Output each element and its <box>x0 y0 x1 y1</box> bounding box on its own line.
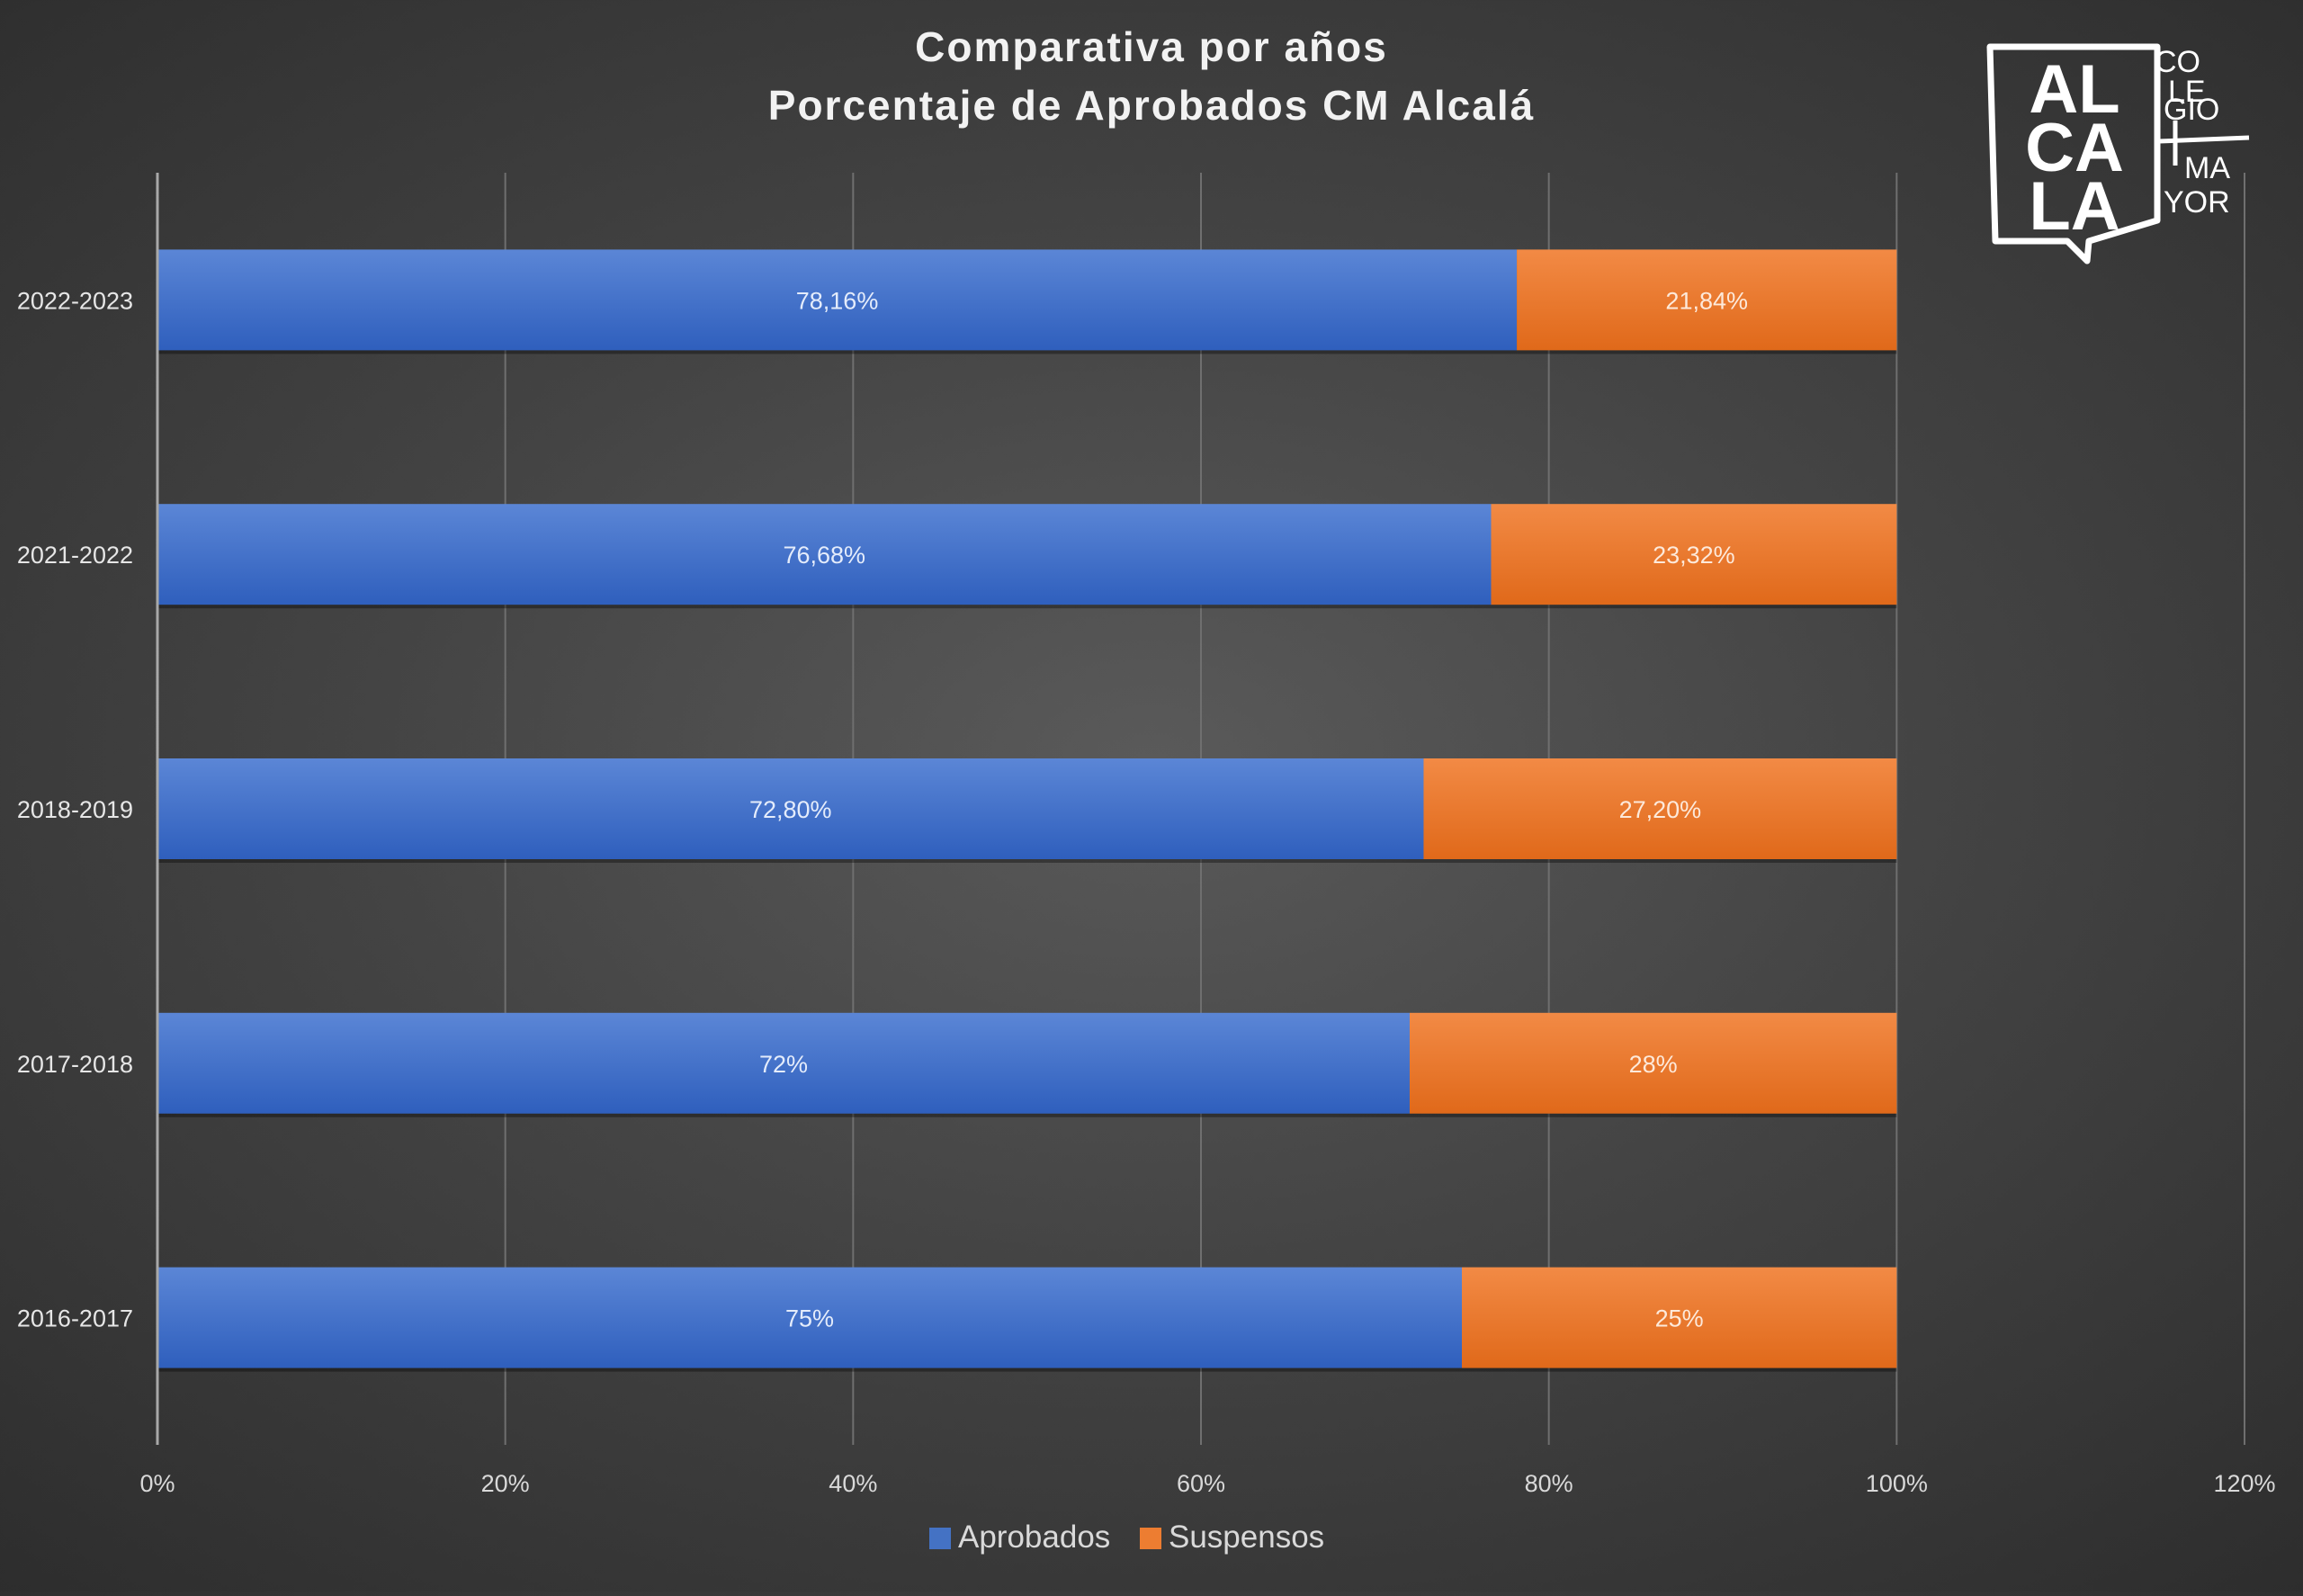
chart-title: Comparativa por años <box>915 23 1388 70</box>
data-label-aprobados: 72,80% <box>749 796 832 823</box>
x-tick-label: 120% <box>2213 1470 2275 1497</box>
y-category-label: 2022-2023 <box>17 287 133 314</box>
bar-suspensos-2018-2019 <box>1423 758 1897 859</box>
legend-label-suspensos: Suspensos <box>1169 1520 1324 1555</box>
data-label-aprobados: 72% <box>759 1051 808 1078</box>
data-label-suspensos: 25% <box>1655 1305 1704 1332</box>
data-label-aprobados: 75% <box>785 1305 834 1332</box>
logo-cross-horizontal <box>2158 135 2250 144</box>
x-tick-label: 100% <box>1866 1470 1928 1497</box>
x-tick-label: 60% <box>1177 1470 1225 1497</box>
colegio-mayor-alcala-logo: AL CA LA CO LE GIO MA YOR <box>1986 43 2250 265</box>
data-label-suspensos: 28% <box>1629 1051 1678 1078</box>
bar-aprobados-2018-2019 <box>157 758 1424 859</box>
x-tick-label: 40% <box>829 1470 877 1497</box>
legend-swatch-aprobados <box>929 1528 951 1549</box>
y-category-label: 2021-2022 <box>17 542 133 569</box>
y-category-label: 2018-2019 <box>17 796 133 823</box>
logo-letters-ca: CA <box>2025 110 2124 186</box>
data-label-suspensos: 21,84% <box>1665 287 1748 314</box>
logo-text-yor: YOR <box>2164 185 2230 220</box>
data-label-aprobados: 78,16% <box>796 287 879 314</box>
data-label-aprobados: 76,68% <box>783 542 865 569</box>
bars: 78,16% 21,84% 76,68% 23,32% 72,80% 27,20% 72% 2… <box>157 249 1897 1372</box>
bar-shadow <box>157 350 1518 354</box>
logo-letters-al: AL <box>2029 51 2119 128</box>
legend-swatch-suspensos <box>1140 1528 1161 1549</box>
logo-text-le: LE <box>2168 75 2206 109</box>
bar-shadow <box>157 1367 1462 1372</box>
logo-text-ma: MA <box>2184 151 2230 185</box>
logo-text-co: CO <box>2155 45 2200 79</box>
bar-suspensos-2022-2023 <box>1517 249 1897 351</box>
bar-shadow <box>1462 1367 1897 1372</box>
bar-suspensos-2016-2017 <box>1462 1267 1897 1368</box>
bar-aprobados-2022-2023 <box>157 249 1518 351</box>
bar-shadow <box>157 859 1424 863</box>
bar-suspensos-2021-2022 <box>1491 504 1897 605</box>
bar-shadow <box>157 605 1492 609</box>
bar-shadow <box>1491 605 1897 609</box>
legend-label-aprobados: Aprobados <box>958 1520 1110 1555</box>
bar-shadow <box>1410 1113 1897 1117</box>
bar-shadow <box>157 1113 1410 1117</box>
data-label-suspensos: 23,32% <box>1653 542 1735 569</box>
bar-aprobados-2016-2017 <box>157 1267 1462 1368</box>
x-tick-label: 20% <box>481 1470 530 1497</box>
x-tick-label: 0% <box>139 1470 175 1497</box>
bar-suspensos-2017-2018 <box>1410 1012 1897 1114</box>
logo-letters-la: LA <box>2029 168 2119 245</box>
logo-text-gio: GIO <box>2164 93 2219 127</box>
bar-shadow <box>1423 859 1897 863</box>
bar-aprobados-2021-2022 <box>157 504 1492 605</box>
chart-subtitle: Porcentaje de Aprobados CM Alcalá <box>768 82 1535 129</box>
x-axis-labels: 0% 20% 40% 60% 80% 100% 120% <box>139 1470 2275 1497</box>
y-category-label: 2017-2018 <box>17 1051 133 1078</box>
y-axis-labels: 2022-2023 2021-2022 2018-2019 2017-2018 2016… <box>17 287 133 1331</box>
bar-aprobados-2017-2018 <box>157 1012 1410 1114</box>
y-category-label: 2016-2017 <box>17 1305 133 1332</box>
data-label-suspensos: 27,20% <box>1619 796 1702 823</box>
bar-shadow <box>1517 350 1897 354</box>
x-tick-label: 80% <box>1525 1470 1573 1497</box>
legend: Aprobados Suspensos <box>929 1520 1324 1555</box>
